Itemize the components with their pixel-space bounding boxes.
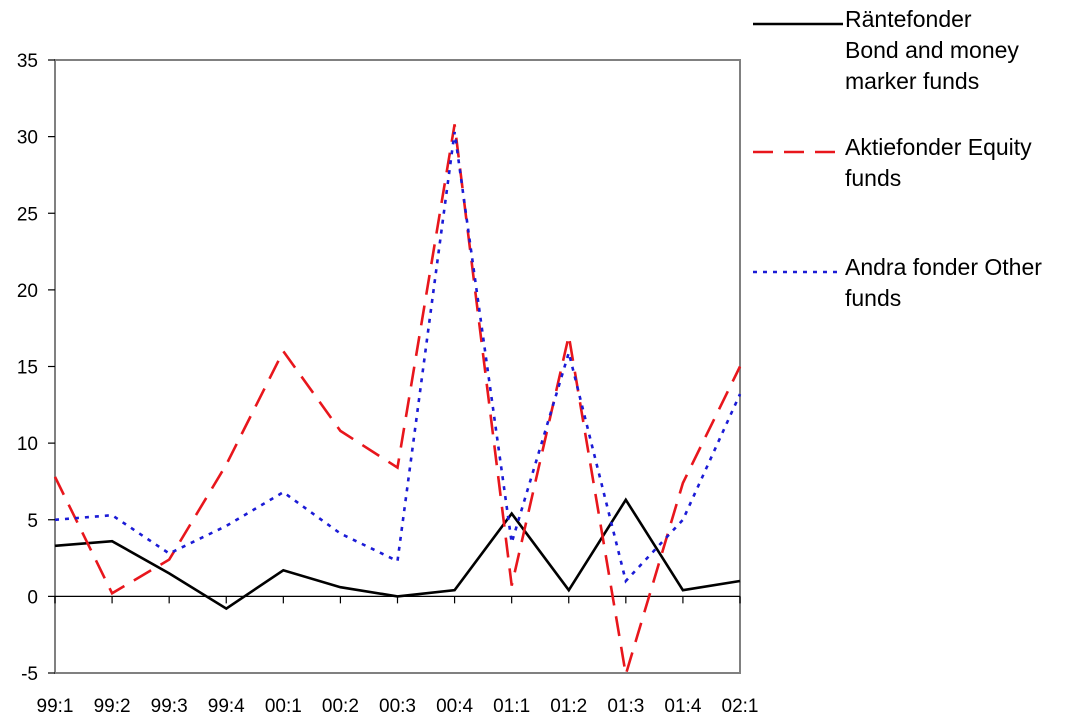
y-tick-label: 35: [17, 51, 38, 72]
y-tick-label: -5: [21, 664, 38, 685]
series-line-1: [54, 497, 741, 611]
x-tick-label: 00:1: [265, 696, 302, 717]
y-tick-label: 10: [17, 434, 38, 455]
x-tick-label: 01:4: [664, 696, 701, 717]
y-tick-label: 5: [27, 511, 38, 532]
x-tick-label: 01:1: [493, 696, 530, 717]
x-tick-label: 02:1: [722, 696, 759, 717]
chart-legend: Räntefonder Bond and money marker funds Akt…: [745, 0, 1073, 330]
plot-area: [54, 59, 741, 674]
series-line-2: [53, 124, 742, 675]
legend-label-line: marker funds: [845, 68, 980, 94]
y-tick-label: 15: [17, 358, 38, 379]
x-tick-label: 99:2: [94, 696, 131, 717]
y-tick-label: 25: [17, 204, 38, 225]
legend-label-line: Bond and money: [845, 37, 1019, 63]
x-tick-label: 01:2: [550, 696, 587, 717]
legend-swatch: [753, 22, 843, 26]
legend-label-line: Räntefonder: [845, 6, 972, 32]
legend-label-line: funds: [845, 285, 902, 311]
y-tick-label: 20: [17, 281, 38, 302]
x-tick-label: 00:2: [322, 696, 359, 717]
x-tick-label: 99:3: [151, 696, 188, 717]
legend-label: Andra fonder Other funds: [845, 252, 1073, 314]
legend-swatch: [753, 270, 843, 274]
x-tick-label: 00:4: [436, 696, 473, 717]
legend-label-line: Andra fonder Other: [845, 254, 1042, 280]
legend-label-line: funds: [845, 165, 902, 191]
x-tick-label: 00:3: [379, 696, 416, 717]
series-line-3: [54, 131, 742, 584]
y-tick-label: 30: [17, 128, 38, 149]
x-tick-label: 99:4: [208, 696, 245, 717]
y-tick-label: 0: [27, 587, 38, 608]
x-tick-label: 01:3: [607, 696, 644, 717]
legend-label: Räntefonder Bond and money marker funds: [845, 4, 1073, 97]
x-tick-label: 99:1: [37, 696, 74, 717]
legend-label: Aktiefonder Equity funds: [845, 132, 1073, 194]
legend-swatch: [753, 150, 843, 154]
legend-label-line: Aktiefonder Equity: [845, 134, 1032, 160]
